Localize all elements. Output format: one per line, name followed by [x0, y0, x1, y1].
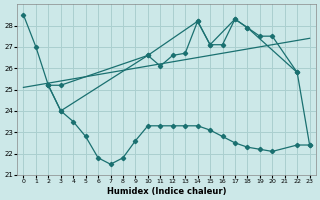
X-axis label: Humidex (Indice chaleur): Humidex (Indice chaleur) — [107, 187, 226, 196]
